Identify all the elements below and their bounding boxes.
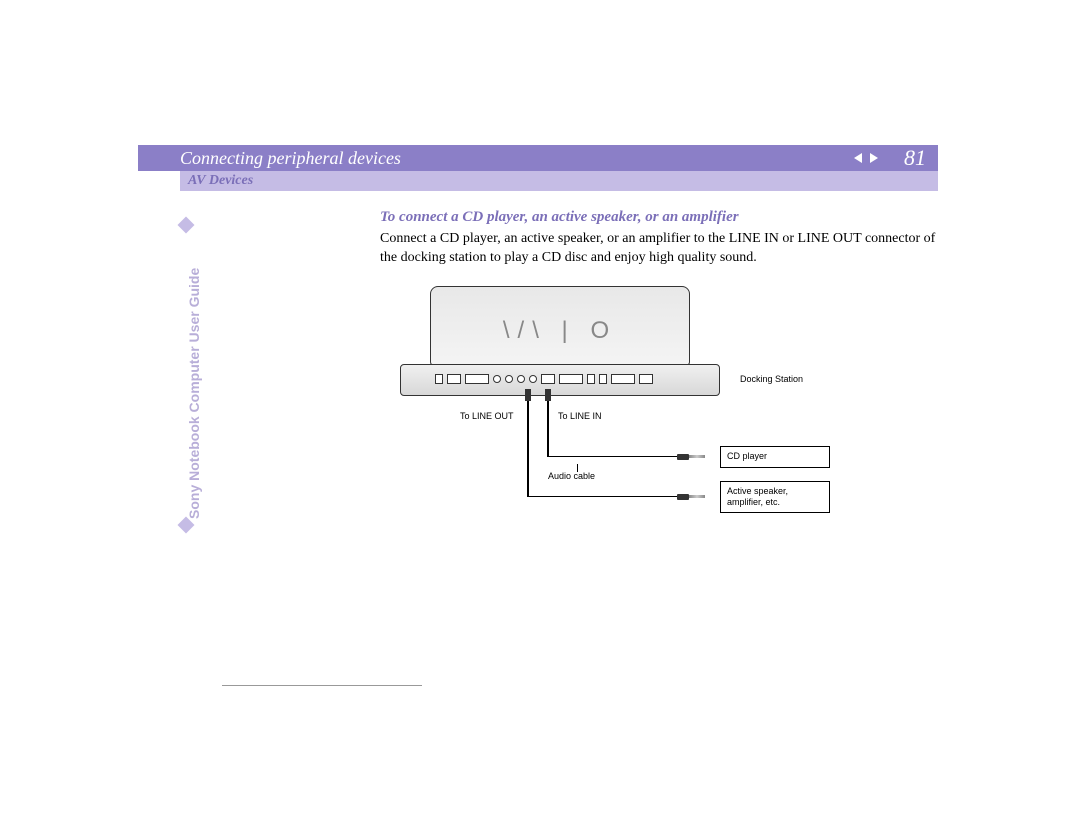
cable-line [547,401,549,456]
next-arrow-icon[interactable] [870,153,878,163]
port-icon [529,375,537,383]
line-in-label: To LINE IN [558,411,602,421]
jack-icon [525,389,531,401]
port-icon [435,374,443,384]
header-bar: Connecting peripheral devices 81 [138,145,938,171]
cable-line [547,456,677,458]
section-heading: To connect a CD player, an active speake… [380,209,938,226]
audio-plug-icon [677,493,707,501]
cd-player-box: CD player [720,446,830,468]
cable-line [527,401,529,496]
sidebar: Sony Notebook Computer User Guide [176,219,206,529]
audio-cable-label: Audio cable [548,471,595,481]
diamond-icon [178,517,195,534]
laptop-illustration: \/\ | O [400,286,720,396]
port-row [435,374,653,384]
port-icon [447,374,461,384]
port-icon [559,374,583,384]
subheader-bar: AV Devices [180,171,938,191]
page-number: 81 [904,145,926,171]
port-icon [465,374,489,384]
audio-plug-icon [677,453,707,461]
speaker-box: Active speaker, amplifier, etc. [720,481,830,513]
cable-line [527,496,677,498]
content-area: Sony Notebook Computer User Guide To con… [180,209,938,566]
docking-station-label: Docking Station [740,374,803,384]
diamond-icon [178,217,195,234]
main-text: To connect a CD player, an active speake… [380,209,938,268]
jack-icon [545,389,551,401]
page-container: Connecting peripheral devices 81 AV Devi… [138,145,938,566]
port-icon [493,375,501,383]
port-icon [639,374,653,384]
line-out-label: To LINE OUT [460,411,514,421]
laptop-lid: \/\ | O [430,286,690,366]
guide-title: Sony Notebook Computer User Guide [186,268,202,519]
prev-arrow-icon[interactable] [854,153,862,163]
nav-controls [854,153,878,163]
port-icon [599,374,607,384]
port-icon [517,375,525,383]
port-icon [611,374,635,384]
body-paragraph: Connect a CD player, an active speaker, … [380,230,938,268]
footer-divider [222,685,422,686]
section-title: AV Devices [188,173,253,189]
port-icon [587,374,595,384]
port-icon [541,374,555,384]
port-icon [505,375,513,383]
connection-diagram: \/\ | O [380,286,940,566]
vaio-logo: \/\ | O [503,317,617,345]
chapter-title: Connecting peripheral devices [138,148,401,169]
